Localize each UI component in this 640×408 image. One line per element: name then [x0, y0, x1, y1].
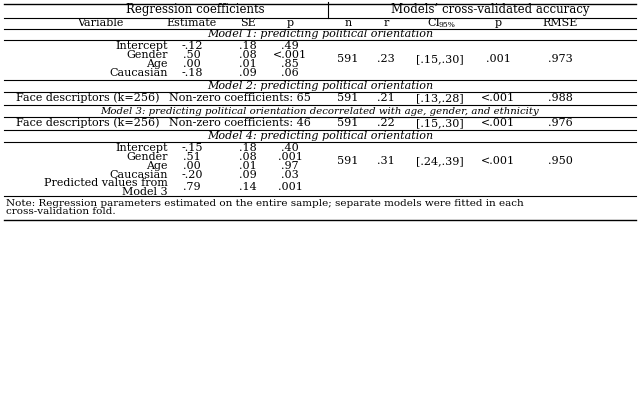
Text: .97: .97	[281, 161, 299, 171]
Text: <.001: <.001	[481, 118, 515, 128]
Text: Gender: Gender	[127, 50, 168, 60]
Text: Face descriptors (k=256): Face descriptors (k=256)	[16, 93, 160, 103]
Text: Predicted values from: Predicted values from	[44, 178, 168, 188]
Text: p: p	[495, 18, 502, 28]
Text: .00: .00	[183, 59, 201, 69]
Text: Intercept: Intercept	[115, 41, 168, 51]
Text: Models’ cross-validated accuracy: Models’ cross-validated accuracy	[391, 4, 589, 16]
Text: .79: .79	[183, 182, 201, 192]
Text: Age: Age	[147, 161, 168, 171]
Text: SE: SE	[240, 18, 256, 28]
Text: .973: .973	[548, 55, 572, 64]
Text: .988: .988	[548, 93, 572, 103]
Text: .09: .09	[239, 170, 257, 180]
Text: -.20: -.20	[181, 170, 203, 180]
Text: Model 4: predicting political orientation: Model 4: predicting political orientatio…	[207, 131, 433, 141]
Text: .08: .08	[239, 50, 257, 60]
Text: Non-zero coefficients: 46: Non-zero coefficients: 46	[169, 118, 311, 128]
Text: .14: .14	[239, 182, 257, 192]
Text: .23: .23	[377, 55, 395, 64]
Text: Model 2: predicting political orientation: Model 2: predicting political orientatio…	[207, 81, 433, 91]
Text: .01: .01	[239, 161, 257, 171]
Text: Note: Regression parameters estimated on the entire sample; separate models were: Note: Regression parameters estimated on…	[6, 199, 524, 208]
Text: Variable: Variable	[77, 18, 123, 28]
Text: Gender: Gender	[127, 152, 168, 162]
Text: 591: 591	[337, 118, 358, 128]
Text: <.001: <.001	[481, 157, 515, 166]
Text: -.15: -.15	[181, 143, 203, 153]
Text: .18: .18	[239, 41, 257, 51]
Text: -.12: -.12	[181, 41, 203, 51]
Text: .950: .950	[548, 157, 572, 166]
Text: .51: .51	[183, 152, 201, 162]
Text: Non-zero coefficients: 65: Non-zero coefficients: 65	[169, 93, 311, 103]
Text: <.001: <.001	[481, 93, 515, 103]
Text: .001: .001	[278, 152, 303, 162]
Text: .001: .001	[486, 55, 511, 64]
Text: [.15,.30]: [.15,.30]	[416, 118, 464, 128]
Text: .00: .00	[183, 161, 201, 171]
Text: Regression coefficients: Regression coefficients	[125, 4, 264, 16]
Text: RMSE: RMSE	[542, 18, 578, 28]
Text: .18: .18	[239, 143, 257, 153]
Text: Face descriptors (k=256): Face descriptors (k=256)	[16, 118, 160, 128]
Text: .01: .01	[239, 59, 257, 69]
Text: .21: .21	[377, 93, 395, 103]
Text: 591: 591	[337, 55, 358, 64]
Text: CI: CI	[428, 18, 440, 28]
Text: -.18: -.18	[181, 68, 203, 78]
Text: p: p	[287, 18, 294, 28]
Text: Age: Age	[147, 59, 168, 69]
Text: Estimate: Estimate	[167, 18, 217, 28]
Text: [.15,.30]: [.15,.30]	[416, 55, 464, 64]
Text: r: r	[383, 18, 388, 28]
Text: Caucasian: Caucasian	[109, 68, 168, 78]
Text: .85: .85	[281, 59, 299, 69]
Text: .001: .001	[278, 182, 303, 192]
Text: Model 3: Model 3	[122, 187, 168, 197]
Text: Model 3: predicting political orientation decorrelated with age, gender, and eth: Model 3: predicting political orientatio…	[100, 106, 540, 115]
Text: .49: .49	[281, 41, 299, 51]
Text: .06: .06	[281, 68, 299, 78]
Text: cross-validation fold.: cross-validation fold.	[6, 208, 116, 217]
Text: 591: 591	[337, 157, 358, 166]
Text: .09: .09	[239, 68, 257, 78]
Text: 95%: 95%	[438, 21, 456, 29]
Text: <.001: <.001	[273, 50, 307, 60]
Text: 591: 591	[337, 93, 358, 103]
Text: .976: .976	[548, 118, 572, 128]
Text: n: n	[344, 18, 351, 28]
Text: .22: .22	[377, 118, 395, 128]
Text: Model 1: predicting political orientation: Model 1: predicting political orientatio…	[207, 29, 433, 39]
Text: [.13,.28]: [.13,.28]	[416, 93, 464, 103]
Text: Intercept: Intercept	[115, 143, 168, 153]
Text: .50: .50	[183, 50, 201, 60]
Text: .31: .31	[377, 157, 395, 166]
Text: [.24,.39]: [.24,.39]	[416, 157, 464, 166]
Text: .08: .08	[239, 152, 257, 162]
Text: .03: .03	[281, 170, 299, 180]
Text: Caucasian: Caucasian	[109, 170, 168, 180]
Text: .40: .40	[281, 143, 299, 153]
